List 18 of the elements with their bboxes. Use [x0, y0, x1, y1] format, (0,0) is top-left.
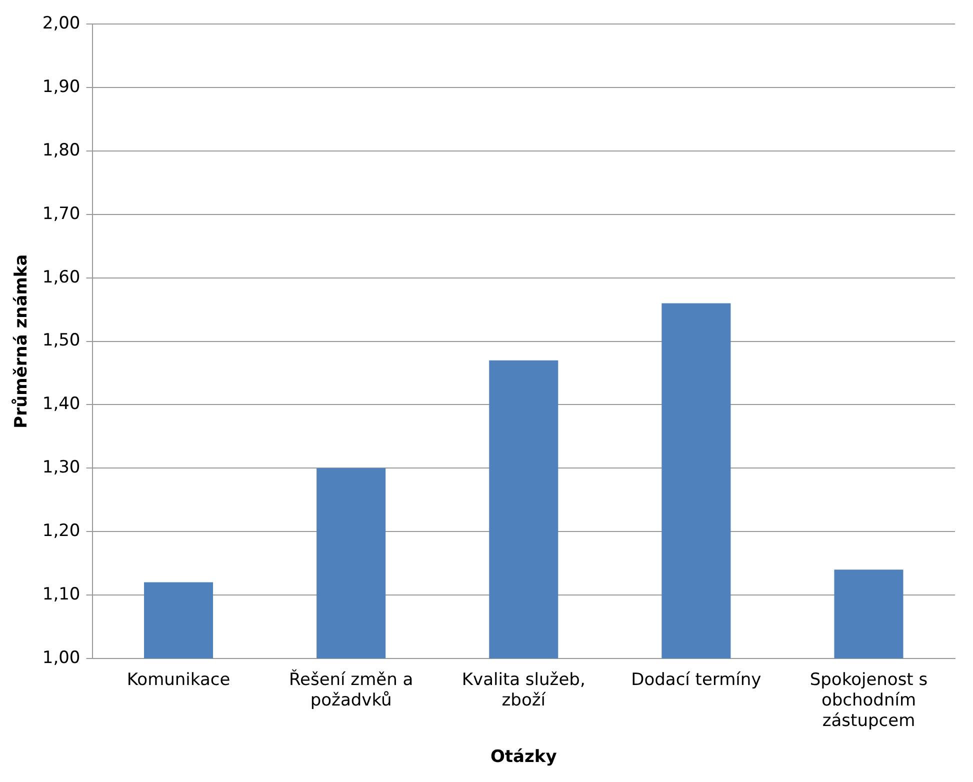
y-tick-label: 1,80	[42, 140, 80, 160]
y-tick-label: 1,10	[42, 584, 80, 604]
y-tick-label: 1,40	[42, 394, 80, 414]
y-tick-label: 1,00	[42, 648, 80, 668]
x-axis-title: Otázky	[490, 747, 557, 768]
y-tick-label: 1,90	[42, 77, 80, 98]
y-tick-label: 1,60	[42, 267, 80, 288]
y-tick-label: 1,50	[42, 330, 80, 351]
x-tick-label: Řešení změn a požadvků	[288, 669, 414, 710]
y-tick-label: 1,70	[42, 204, 80, 224]
y-tick-label: 1,20	[42, 520, 80, 541]
y-axis-title: Průměrná známka	[12, 254, 32, 428]
y-tick-label: 2,00	[42, 14, 80, 34]
x-tick-label: Kvalita služeb, zboží	[462, 670, 586, 710]
x-tick-label: Dodací termíny	[631, 670, 762, 690]
y-tick-label: 1,30	[42, 458, 80, 478]
x-tick-label: Spokojenost s obchodním zástupcem	[810, 670, 928, 731]
x-tick-label: Komunikace	[126, 670, 230, 690]
